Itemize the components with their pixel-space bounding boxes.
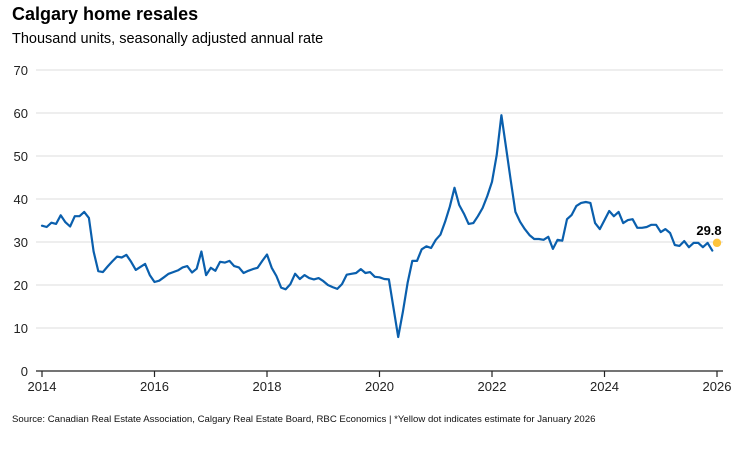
series-line-calgary-resales — [40, 114, 714, 339]
estimate-label: 29.8 — [696, 223, 721, 238]
y-tick-label: 50 — [14, 149, 28, 164]
source-note: Source: Canadian Real Estate Association… — [12, 414, 596, 425]
gridlines — [36, 69, 723, 329]
estimate-dot — [712, 238, 722, 248]
y-tick-label: 60 — [14, 106, 28, 121]
y-tick-label: 10 — [14, 321, 28, 336]
x-tick-label: 2024 — [590, 379, 619, 394]
x-tick-label: 2014 — [28, 379, 57, 394]
y-tick-label: 0 — [21, 364, 28, 379]
y-axis: 0 10 20 30 40 50 60 70 — [14, 63, 28, 379]
y-tick-label: 20 — [14, 278, 28, 293]
x-axis: 2014 2016 2018 2020 2022 2024 2026 — [28, 370, 732, 394]
x-tick-label: 2016 — [140, 379, 169, 394]
y-tick-label: 30 — [14, 235, 28, 250]
x-tick-label: 2022 — [478, 379, 507, 394]
x-tick-label: 2018 — [253, 379, 282, 394]
y-tick-label: 70 — [14, 63, 28, 78]
series-layer — [40, 114, 714, 339]
chart-title: Calgary home resales — [12, 4, 199, 24]
annotation-layer: 29.8 — [696, 223, 722, 248]
y-tick-label: 40 — [14, 192, 28, 207]
x-tick-label: 2026 — [703, 379, 732, 394]
chart-subtitle: Thousand units, seasonally adjusted annu… — [12, 31, 324, 47]
x-tick-label: 2020 — [365, 379, 394, 394]
